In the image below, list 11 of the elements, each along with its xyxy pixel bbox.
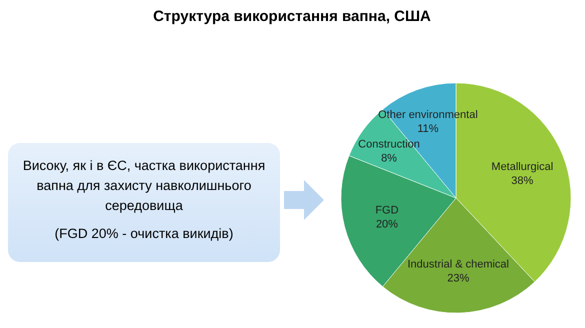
data-label: 38% xyxy=(511,174,534,187)
slice-label: Industrial & chemical xyxy=(407,258,509,270)
slice-label: FGD xyxy=(375,204,399,217)
data-label: 20% xyxy=(376,218,398,231)
text: (FGD 20% - очистка викидів) xyxy=(54,226,234,241)
chart-title: Структура використання вапна, США xyxy=(153,8,432,25)
data-label: 23% xyxy=(447,272,470,284)
data-label: 11% xyxy=(417,123,439,136)
slice-label: Metallurgical xyxy=(491,160,554,173)
text: Високу, як і в ЄС, частка використання вапна для захисту навколишнього середовища xyxy=(22,158,266,213)
data-label: 8% xyxy=(381,152,398,164)
